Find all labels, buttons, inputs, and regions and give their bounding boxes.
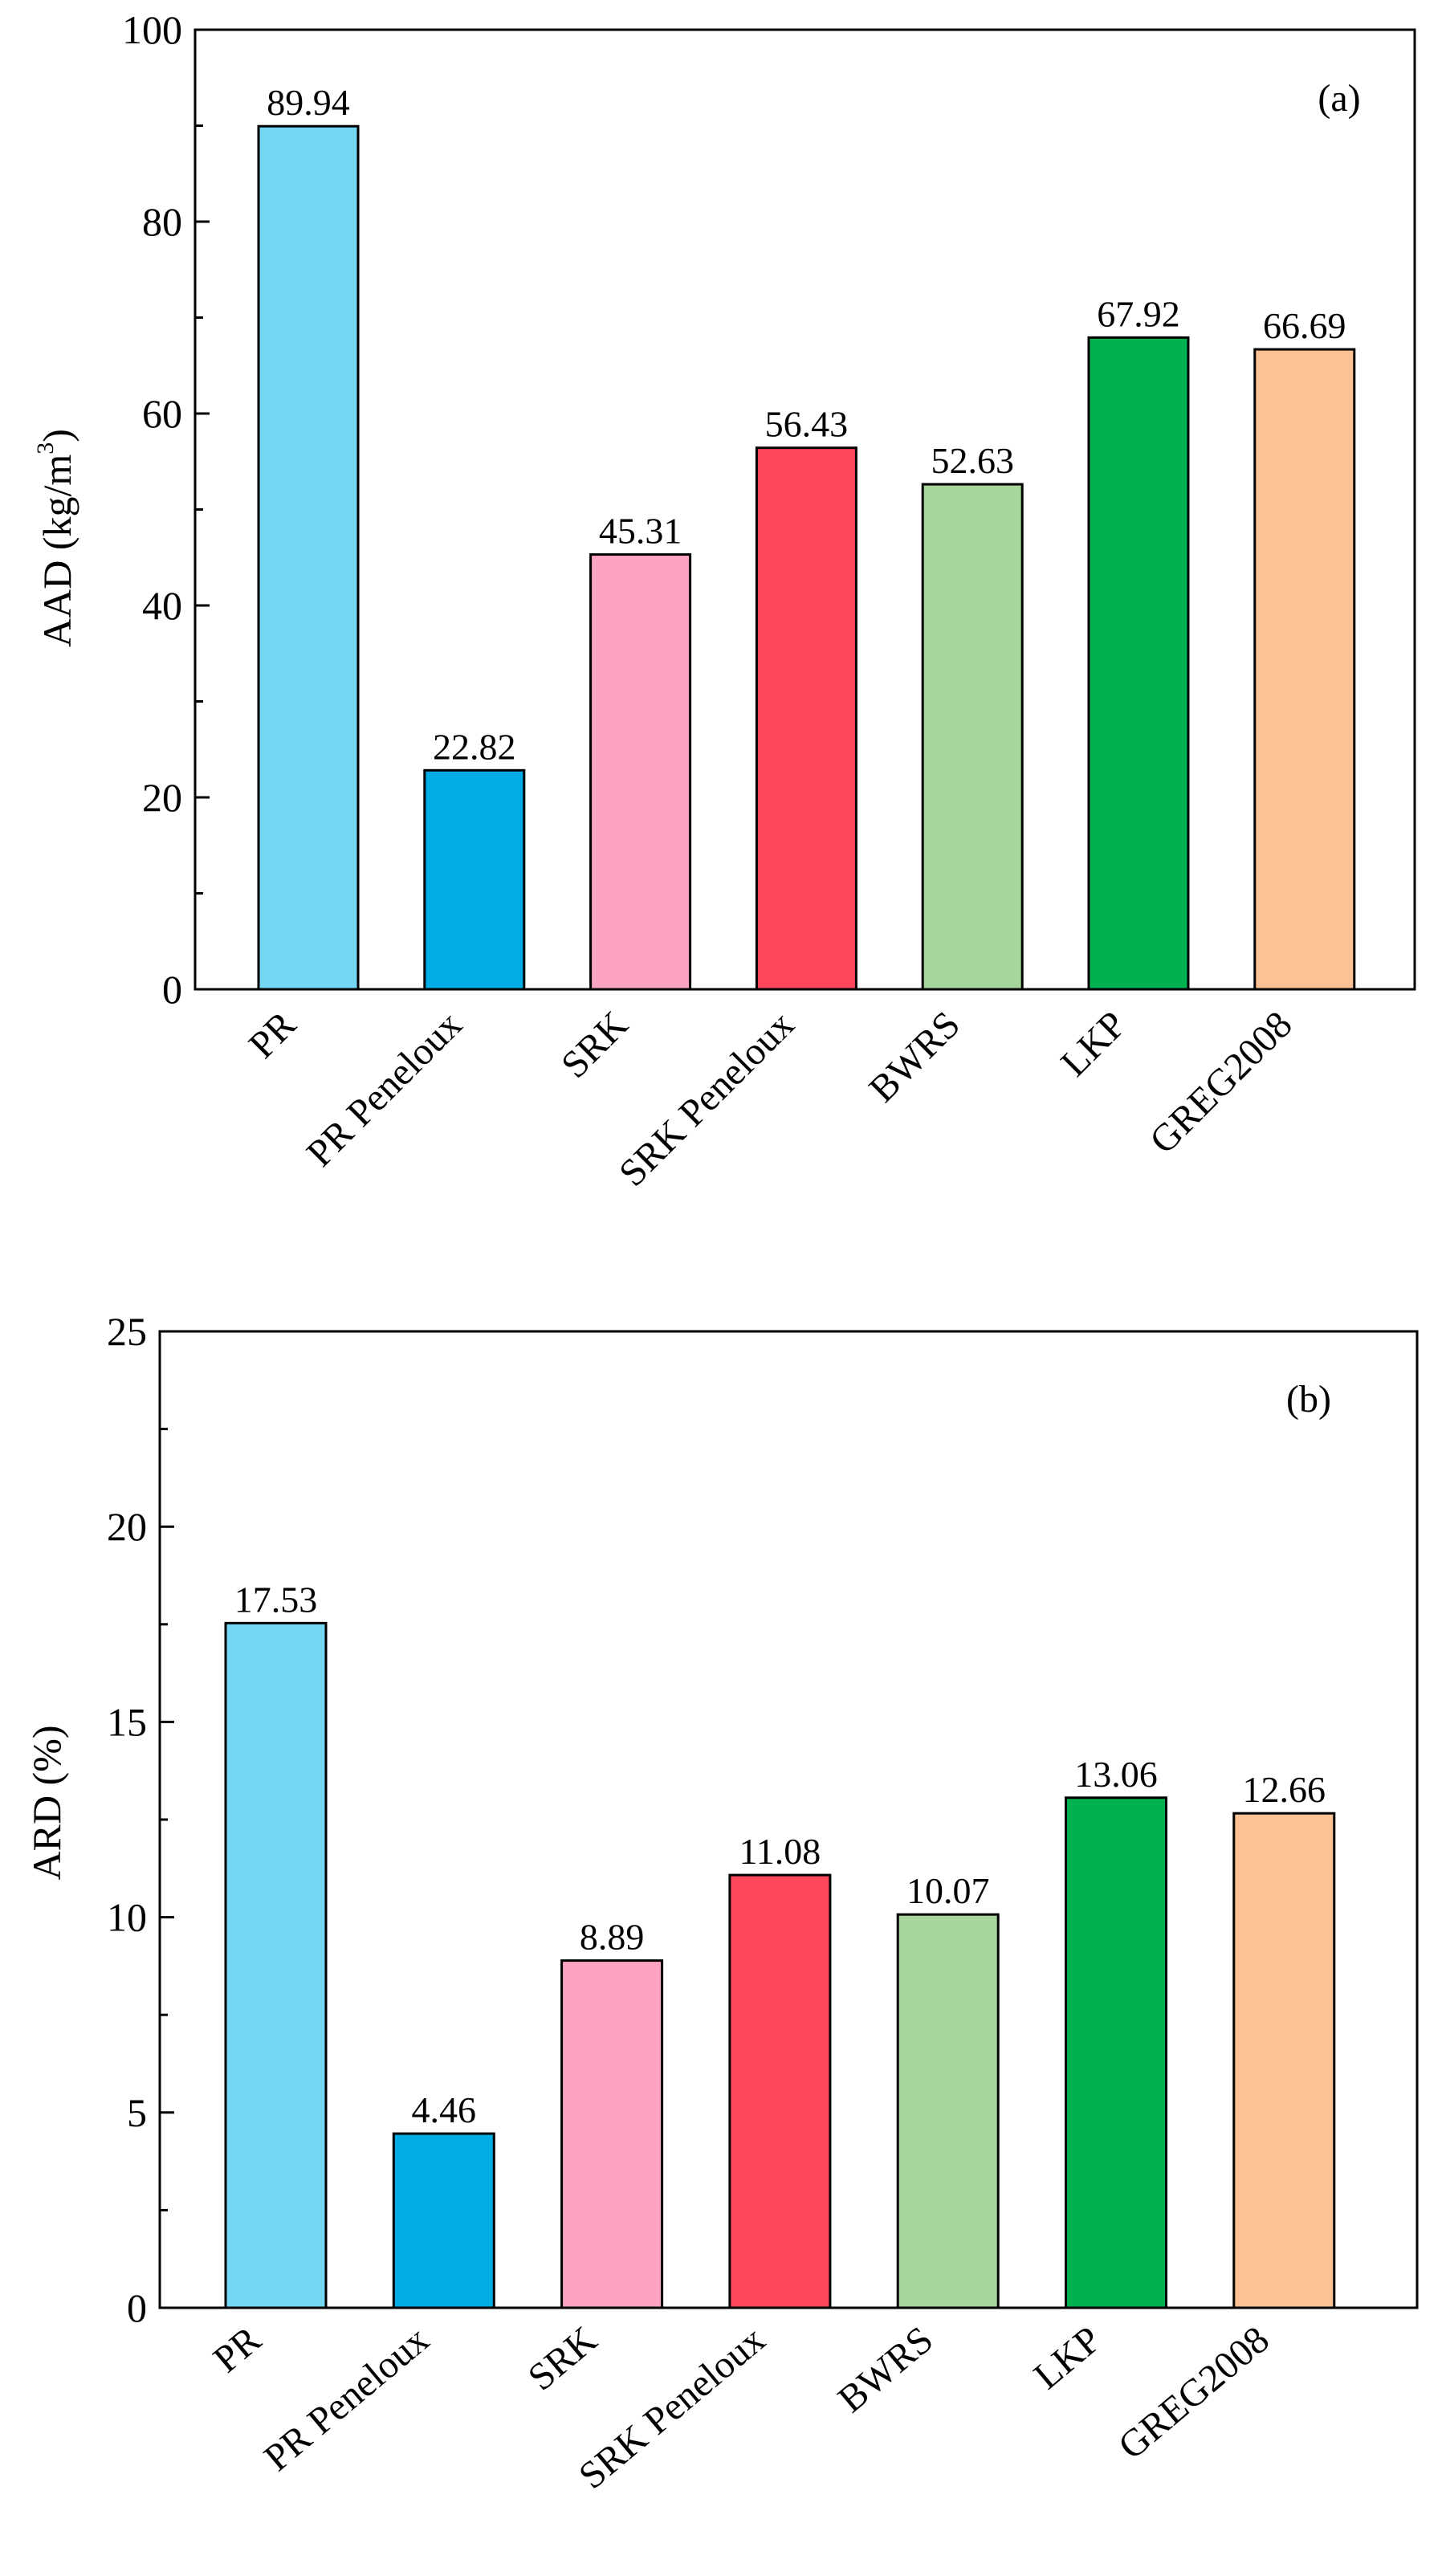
y-tick-label-a-3: 60 (142, 391, 182, 436)
y-tick-label-a-2: 40 (142, 583, 182, 628)
y-axis-title-b: ARD (%) (24, 1725, 69, 1880)
bar-a-3 (589, 553, 692, 991)
y-axis-title-a: AAD (kg/m3) (32, 429, 79, 647)
bar-b-6 (1065, 1796, 1167, 2309)
bar-a-7 (1253, 348, 1356, 991)
bar-b-4 (728, 1873, 832, 2309)
value-label-a-1: 89.94 (267, 82, 350, 123)
value-label-b-7: 12.66 (1243, 1769, 1326, 1810)
bar-b-1 (224, 1621, 328, 2309)
value-label-b-1: 17.53 (234, 1579, 318, 1620)
bar-b-5 (896, 1913, 1000, 2309)
panel-label-a: (a) (1318, 77, 1360, 120)
y-tick-label-a-5: 100 (122, 7, 182, 52)
value-label-a-4: 56.43 (765, 404, 849, 445)
bar-a-4 (755, 446, 857, 991)
y-tick-label-b-0: 0 (127, 2285, 147, 2330)
bar-a-1 (257, 124, 360, 991)
value-label-b-6: 13.06 (1074, 1754, 1158, 1795)
value-label-b-3: 8.89 (580, 1917, 645, 1958)
panel-label-b: (b) (1286, 1378, 1331, 1420)
value-label-a-7: 66.69 (1263, 305, 1346, 346)
y-tick-label-b-5: 25 (107, 1309, 147, 1354)
value-label-b-2: 4.46 (412, 2089, 477, 2130)
y-tick-label-b-3: 15 (107, 1699, 147, 1744)
y-tick-label-b-2: 10 (107, 1895, 147, 1940)
value-label-b-5: 10.07 (906, 1870, 990, 1911)
value-label-b-4: 11.08 (739, 1831, 821, 1872)
value-label-a-5: 52.63 (931, 440, 1014, 481)
y-tick-label-a-1: 20 (142, 775, 182, 820)
bar-a-2 (423, 768, 526, 991)
y-tick-label-a-4: 80 (142, 199, 182, 244)
bar-b-3 (560, 1959, 664, 2309)
y-tick-label-b-4: 20 (107, 1504, 147, 1549)
value-label-a-3: 45.31 (599, 511, 682, 552)
bar-a-6 (1087, 336, 1190, 991)
bar-b-7 (1232, 1812, 1336, 2309)
bar-a-5 (921, 483, 1024, 991)
y-tick-label-b-1: 5 (127, 2090, 147, 2135)
value-label-a-6: 67.92 (1097, 293, 1180, 334)
bar-b-2 (392, 2132, 495, 2309)
value-label-a-2: 22.82 (433, 726, 516, 767)
y-tick-label-a-0: 0 (162, 967, 182, 1012)
